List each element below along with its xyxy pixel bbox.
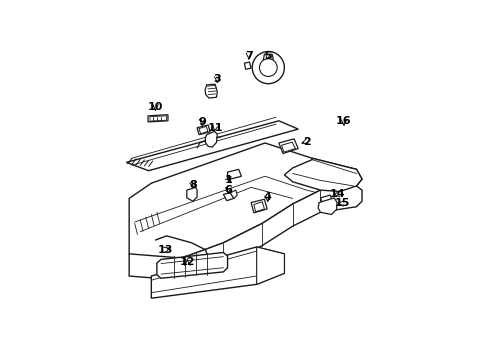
Polygon shape bbox=[199, 126, 208, 134]
Text: 10: 10 bbox=[148, 102, 163, 112]
Text: 6: 6 bbox=[224, 185, 232, 195]
Text: 5: 5 bbox=[264, 51, 271, 61]
Text: 11: 11 bbox=[207, 123, 223, 133]
Polygon shape bbox=[254, 202, 265, 212]
Text: 9: 9 bbox=[198, 117, 206, 127]
Text: 4: 4 bbox=[264, 192, 271, 202]
Polygon shape bbox=[223, 193, 234, 201]
Polygon shape bbox=[129, 143, 362, 262]
Text: 1: 1 bbox=[224, 175, 232, 185]
Polygon shape bbox=[151, 247, 284, 298]
Polygon shape bbox=[157, 252, 227, 278]
Polygon shape bbox=[284, 158, 362, 192]
Polygon shape bbox=[197, 125, 210, 135]
Circle shape bbox=[259, 59, 277, 76]
Text: 8: 8 bbox=[189, 180, 197, 190]
Polygon shape bbox=[126, 121, 298, 171]
Text: 13: 13 bbox=[157, 245, 173, 255]
Circle shape bbox=[252, 51, 284, 84]
Polygon shape bbox=[251, 199, 267, 213]
Polygon shape bbox=[245, 62, 251, 69]
Polygon shape bbox=[320, 195, 332, 203]
Polygon shape bbox=[148, 115, 168, 122]
Polygon shape bbox=[187, 187, 197, 201]
Polygon shape bbox=[205, 84, 217, 98]
Text: 16: 16 bbox=[336, 116, 352, 126]
Polygon shape bbox=[150, 116, 167, 121]
Polygon shape bbox=[230, 190, 237, 198]
Polygon shape bbox=[318, 198, 337, 215]
Text: 7: 7 bbox=[245, 51, 253, 61]
Text: 3: 3 bbox=[214, 74, 221, 84]
Text: 14: 14 bbox=[329, 189, 345, 199]
Polygon shape bbox=[257, 247, 284, 284]
Polygon shape bbox=[129, 186, 362, 280]
Text: 15: 15 bbox=[334, 198, 350, 208]
Polygon shape bbox=[227, 169, 242, 180]
Polygon shape bbox=[205, 131, 217, 147]
Polygon shape bbox=[282, 142, 295, 152]
Text: 12: 12 bbox=[180, 257, 195, 267]
Polygon shape bbox=[263, 54, 273, 60]
Text: 2: 2 bbox=[303, 136, 311, 147]
Polygon shape bbox=[279, 139, 298, 153]
